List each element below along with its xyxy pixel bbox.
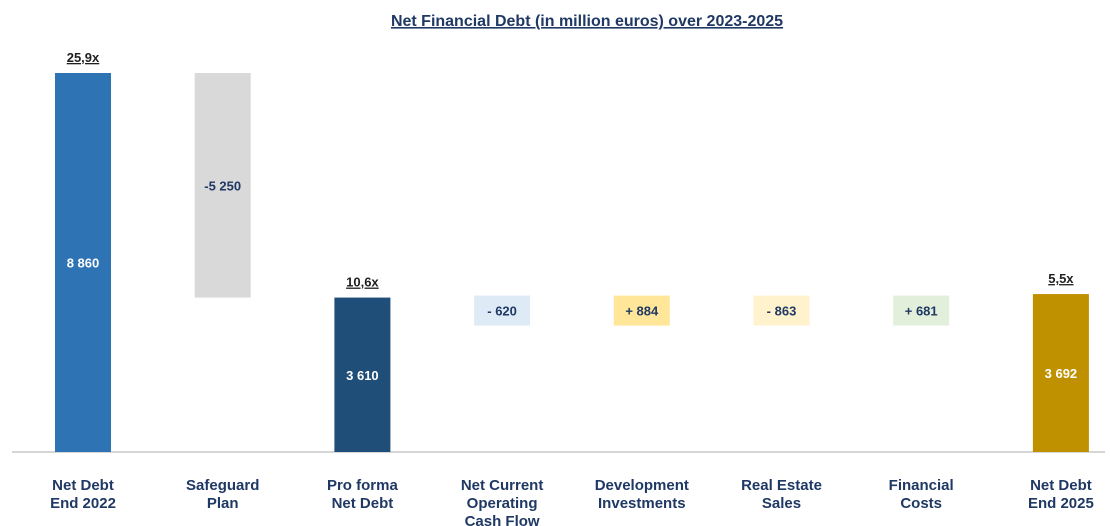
value-label-5: - 863 — [767, 304, 797, 319]
bar-0 — [55, 73, 111, 452]
value-label-6: + 681 — [905, 304, 938, 319]
category-label-0: Net Debt End 2022 — [50, 477, 116, 512]
chart-title: Net Financial Debt (in million euros) ov… — [391, 13, 783, 30]
bar-4 — [613, 295, 670, 326]
bar-1 — [194, 73, 251, 298]
value-label-0: 8 860 — [67, 256, 100, 271]
value-label-7: 3 692 — [1045, 366, 1078, 381]
bar-3 — [474, 295, 531, 326]
category-label-4: Development Investments — [595, 477, 689, 512]
bars-group — [55, 73, 1089, 452]
bar-5 — [753, 295, 810, 326]
bar-2 — [334, 297, 391, 452]
leverage-label-0: 25,9x — [67, 50, 100, 65]
value-label-4: + 884 — [625, 304, 659, 319]
value-label-3: - 620 — [487, 304, 517, 319]
bar-6 — [893, 295, 950, 326]
category-label-1: Safeguard Plan — [186, 477, 259, 512]
category-label-6: Financial Costs — [889, 477, 954, 512]
value-label-1: -5 250 — [204, 178, 241, 193]
leverage-label-7: 5,5x — [1048, 271, 1074, 286]
labels-group: 8 860 25,9x Net Debt End 2022 -5 250 Safeguar… — [50, 50, 1094, 526]
category-label-7: Net Debt End 2025 — [1028, 477, 1094, 512]
category-label-5: Real Estate Sales — [741, 477, 822, 512]
value-label-2: 3 610 — [346, 368, 379, 383]
category-label-2: Pro forma Net Debt — [327, 477, 399, 512]
leverage-label-2: 10,6x — [346, 275, 379, 290]
bar-7 — [1032, 294, 1089, 452]
category-label-3: Net Current Operating Cash Flow — [461, 477, 544, 526]
